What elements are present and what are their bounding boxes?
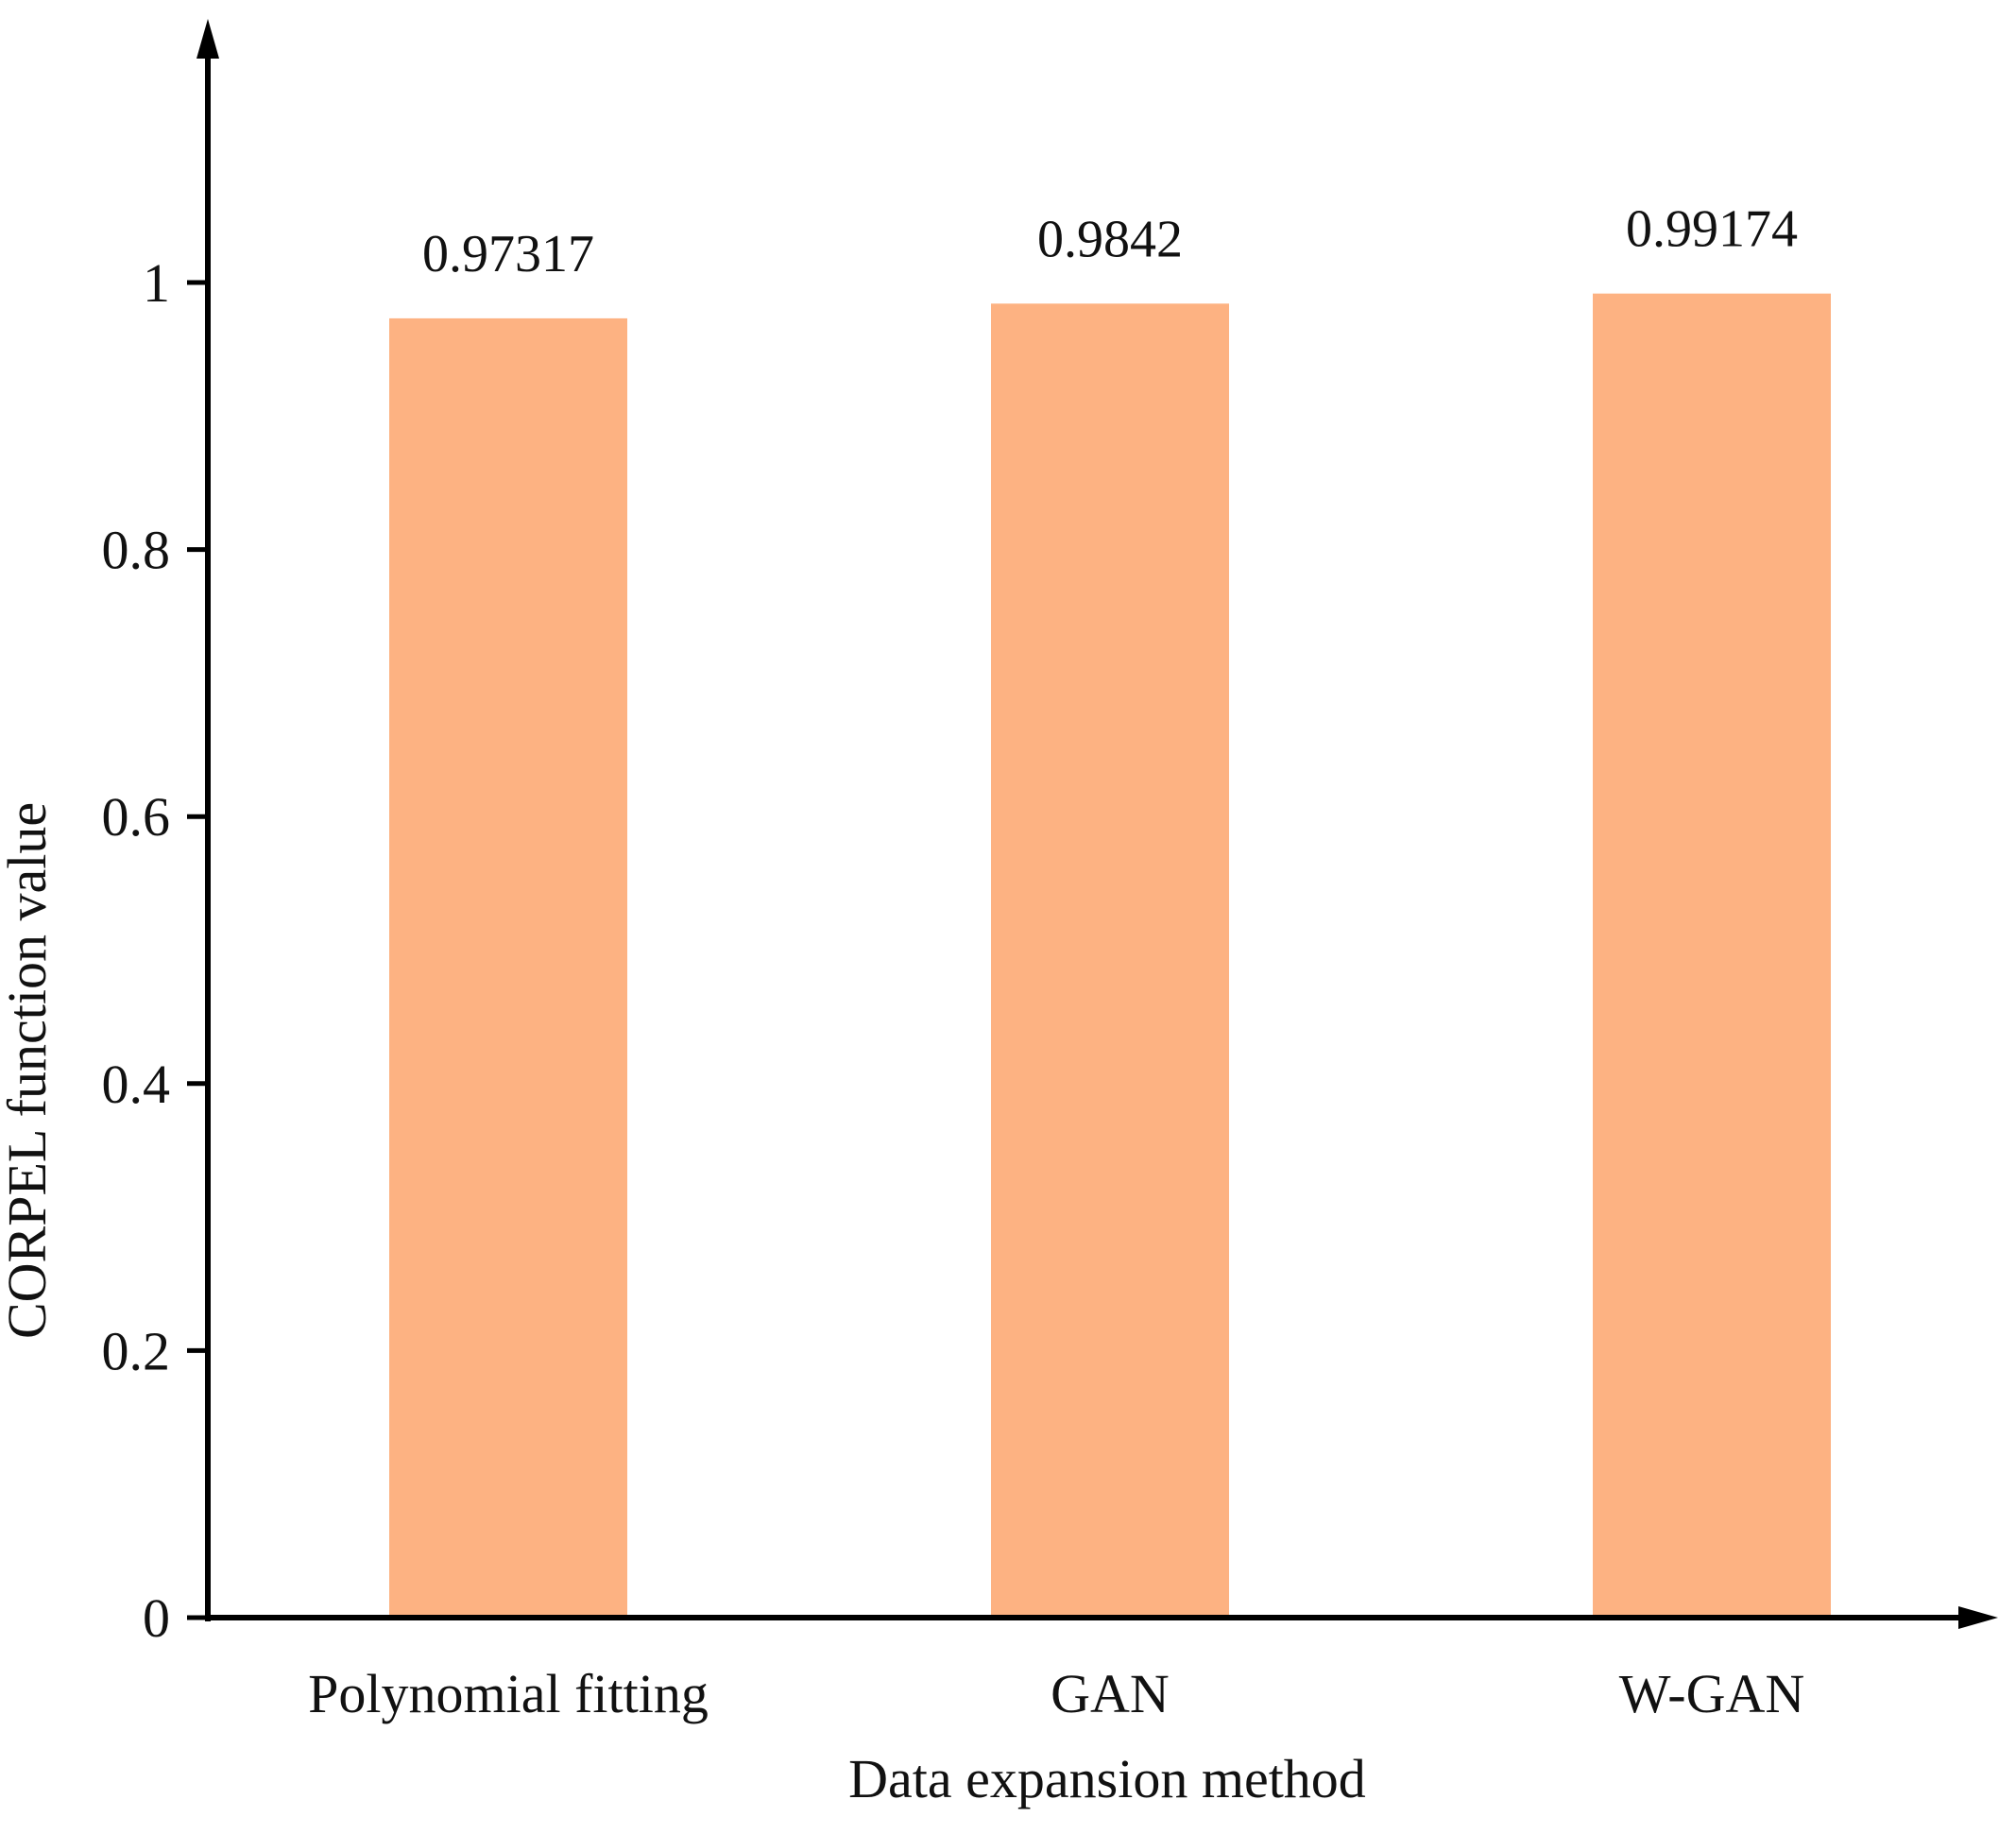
bar-value-label: 0.99174 bbox=[1626, 200, 1798, 259]
x-tick-label: W-GAN bbox=[1619, 1663, 1805, 1724]
x-axis-arrow bbox=[1958, 1606, 1998, 1629]
y-axis-arrow bbox=[196, 19, 219, 59]
y-axis-title: CORPEL function value bbox=[0, 802, 58, 1339]
x-tick-label: GAN bbox=[1051, 1663, 1170, 1724]
bar-value-label: 0.97317 bbox=[422, 225, 594, 283]
labels-layer: 0.97317 Polynomial fitting 0.9842 GAN 0.9917… bbox=[102, 200, 1805, 1724]
y-tick-label: 0.8 bbox=[102, 520, 171, 581]
y-tick-label: 0.6 bbox=[102, 786, 171, 848]
x-axis-title: Data expansion method bbox=[848, 1748, 1366, 1809]
bar-2 bbox=[991, 303, 1229, 1618]
y-tick-label: 0.4 bbox=[102, 1054, 171, 1115]
bar-1 bbox=[389, 317, 627, 1619]
x-tick-label: Polynomial fitting bbox=[308, 1663, 709, 1724]
y-tick-label: 1 bbox=[143, 252, 170, 314]
bar-3 bbox=[1593, 293, 1831, 1618]
bar-value-label: 0.9842 bbox=[1037, 210, 1183, 268]
y-tick-label: 0.2 bbox=[102, 1320, 171, 1381]
axes-layer bbox=[187, 19, 1998, 1629]
y-tick-label: 0 bbox=[143, 1587, 170, 1649]
bars-layer bbox=[389, 293, 1831, 1619]
